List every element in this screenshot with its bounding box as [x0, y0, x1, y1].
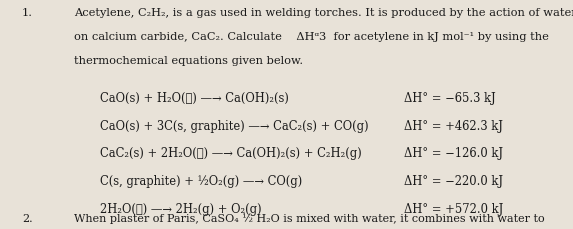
Text: CaO(s) + 3C(s, graphite) —→ CaC₂(s) + CO(g): CaO(s) + 3C(s, graphite) —→ CaC₂(s) + CO…: [100, 120, 369, 133]
Text: ΔH° = +572.0 kJ: ΔH° = +572.0 kJ: [404, 203, 503, 216]
Text: When plaster of Paris, CaSO₄ ½ H₂O is mixed with water, it combines with water t: When plaster of Paris, CaSO₄ ½ H₂O is mi…: [74, 214, 545, 224]
Text: 1.: 1.: [22, 8, 33, 18]
Text: 2H₂O(ℓ) —→ 2H₂(g) + O₂(g): 2H₂O(ℓ) —→ 2H₂(g) + O₂(g): [100, 203, 262, 216]
Text: ΔH° = −65.3 kJ: ΔH° = −65.3 kJ: [404, 92, 496, 105]
Text: ΔH° = −220.0 kJ: ΔH° = −220.0 kJ: [404, 175, 503, 188]
Text: thermochemical equations given below.: thermochemical equations given below.: [74, 56, 304, 66]
Text: ΔH° = +462.3 kJ: ΔH° = +462.3 kJ: [404, 120, 503, 133]
Text: CaO(s) + H₂O(ℓ) —→ Ca(OH)₂(s): CaO(s) + H₂O(ℓ) —→ Ca(OH)₂(s): [100, 92, 289, 105]
Text: CaC₂(s) + 2H₂O(ℓ) —→ Ca(OH)₂(s) + C₂H₂(g): CaC₂(s) + 2H₂O(ℓ) —→ Ca(OH)₂(s) + C₂H₂(g…: [100, 147, 362, 161]
Text: C(s, graphite) + ½O₂(g) —→ CO(g): C(s, graphite) + ½O₂(g) —→ CO(g): [100, 175, 303, 188]
Text: ΔH° = −126.0 kJ: ΔH° = −126.0 kJ: [404, 147, 503, 161]
Text: 2.: 2.: [22, 214, 33, 224]
Text: on calcium carbide, CaC₂. Calculate    ΔHᵅ3  for acetylene in kJ mol⁻¹ by using : on calcium carbide, CaC₂. Calculate ΔHᵅ3…: [74, 32, 550, 42]
Text: Acetylene, C₂H₂, is a gas used in welding torches. It is produced by the action : Acetylene, C₂H₂, is a gas used in weldin…: [74, 8, 573, 18]
